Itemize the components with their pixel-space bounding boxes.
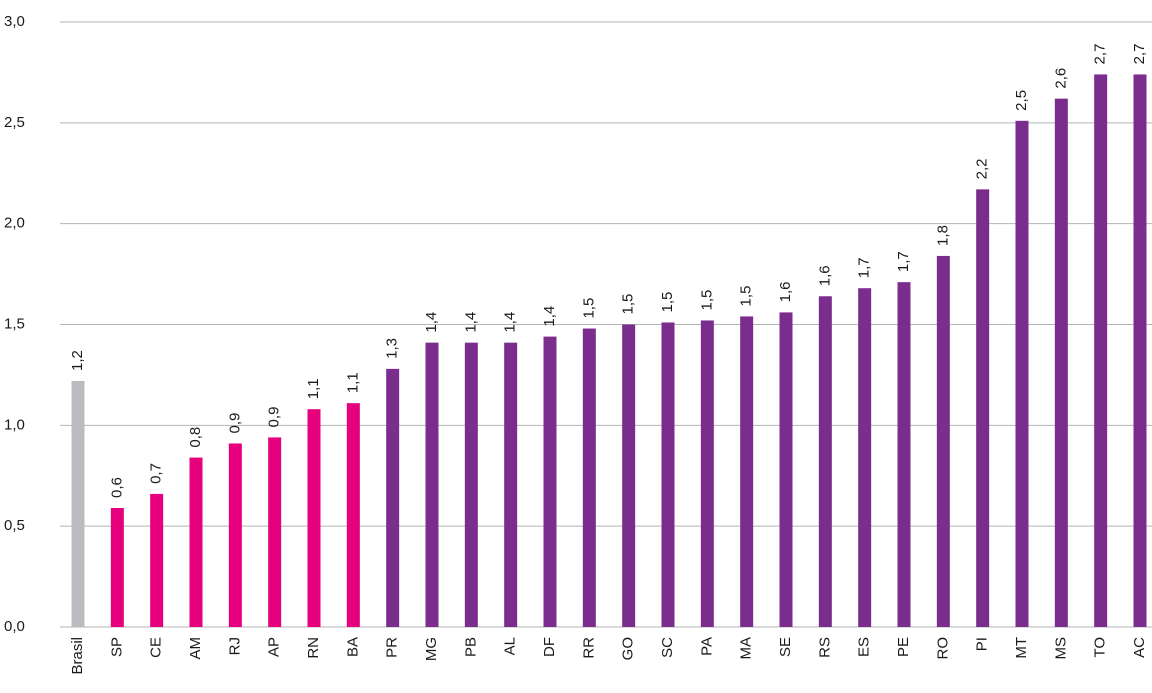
value-label: 2,6 bbox=[1052, 68, 1069, 89]
x-tick-label: MS bbox=[1052, 637, 1069, 660]
x-tick-label: DF bbox=[541, 637, 558, 657]
bar bbox=[150, 493, 164, 627]
x-tick-label: SC bbox=[659, 637, 676, 658]
bar bbox=[386, 368, 400, 627]
bar bbox=[582, 328, 596, 627]
x-tick-label: SP bbox=[108, 637, 125, 657]
y-tick-label: 1,0 bbox=[4, 416, 25, 433]
value-label: 0,9 bbox=[266, 407, 283, 428]
x-tick-label: BA bbox=[344, 637, 361, 657]
bar bbox=[622, 324, 636, 627]
y-tick-label: 3,0 bbox=[4, 13, 25, 30]
bar bbox=[425, 342, 439, 627]
value-label: 0,6 bbox=[108, 477, 125, 498]
bar bbox=[1133, 74, 1147, 627]
x-tick-label: MG bbox=[423, 637, 440, 661]
x-tick-label: CE bbox=[148, 637, 165, 658]
x-tick-label: PE bbox=[895, 637, 912, 657]
bar bbox=[779, 312, 793, 627]
x-tick-label: GO bbox=[620, 637, 637, 660]
value-label: 1,5 bbox=[698, 290, 715, 311]
bar bbox=[268, 437, 282, 627]
bar bbox=[858, 288, 872, 627]
x-tick-label: ES bbox=[856, 637, 873, 657]
y-tick-label: 1,5 bbox=[4, 315, 25, 332]
value-label: 1,5 bbox=[620, 294, 637, 315]
x-tick-label: MA bbox=[738, 637, 755, 660]
x-tick-label: Brasil bbox=[69, 637, 86, 675]
bar bbox=[71, 380, 85, 627]
value-label: 2,7 bbox=[1092, 44, 1109, 65]
value-label: 1,4 bbox=[502, 312, 519, 333]
value-label: 1,6 bbox=[816, 265, 833, 286]
value-label: 0,7 bbox=[148, 463, 165, 484]
y-tick-label: 0,5 bbox=[4, 517, 25, 534]
value-label: 1,5 bbox=[580, 298, 597, 319]
bar bbox=[1094, 74, 1108, 627]
bar bbox=[346, 403, 360, 627]
y-tick-label: 0,0 bbox=[4, 618, 25, 635]
bar bbox=[818, 296, 832, 627]
x-tick-label: AC bbox=[1131, 637, 1148, 658]
bar bbox=[189, 457, 203, 627]
y-tick-label: 2,5 bbox=[4, 114, 25, 131]
value-label: 2,5 bbox=[1013, 90, 1030, 111]
value-label: 0,8 bbox=[187, 427, 204, 448]
value-label: 1,1 bbox=[344, 372, 361, 393]
value-label: 1,1 bbox=[305, 378, 322, 399]
y-tick-label: 2,0 bbox=[4, 215, 25, 232]
x-tick-label: MT bbox=[1013, 637, 1030, 659]
x-tick-label: AL bbox=[502, 637, 519, 655]
x-tick-label: RS bbox=[816, 637, 833, 658]
value-label: 2,7 bbox=[1131, 44, 1148, 65]
x-tick-label: PR bbox=[384, 637, 401, 658]
value-label: 1,6 bbox=[777, 282, 794, 303]
bar bbox=[110, 508, 124, 627]
bar bbox=[464, 342, 478, 627]
bar bbox=[307, 409, 321, 627]
x-tick-label: PB bbox=[462, 637, 479, 657]
x-tick-label: AP bbox=[266, 637, 283, 657]
bar bbox=[228, 443, 242, 627]
x-tick-label: RJ bbox=[226, 637, 243, 655]
bar bbox=[740, 316, 754, 627]
x-tick-label: PA bbox=[698, 637, 715, 656]
value-label: 1,7 bbox=[856, 257, 873, 278]
value-label: 0,9 bbox=[226, 413, 243, 434]
value-label: 1,4 bbox=[541, 306, 558, 327]
bar bbox=[897, 282, 911, 627]
x-tick-label: TO bbox=[1092, 637, 1109, 658]
bar bbox=[504, 342, 518, 627]
value-label: 1,4 bbox=[423, 312, 440, 333]
value-label: 1,3 bbox=[384, 338, 401, 359]
bar bbox=[936, 255, 950, 627]
value-label: 1,8 bbox=[934, 225, 951, 246]
x-tick-label: RO bbox=[934, 637, 951, 660]
value-label: 1,7 bbox=[895, 251, 912, 272]
value-label: 1,5 bbox=[659, 292, 676, 313]
bar bbox=[1015, 120, 1029, 628]
x-tick-label: RR bbox=[580, 637, 597, 659]
bar bbox=[543, 336, 557, 627]
bar bbox=[1054, 98, 1068, 628]
bar bbox=[700, 320, 714, 627]
x-tick-label: RN bbox=[305, 637, 322, 659]
x-tick-label: SE bbox=[777, 637, 794, 657]
bar bbox=[661, 322, 675, 627]
bar bbox=[976, 189, 990, 627]
x-tick-label: PI bbox=[974, 637, 991, 651]
value-label: 1,2 bbox=[69, 350, 86, 371]
x-tick-label: AM bbox=[187, 637, 204, 660]
value-label: 2,2 bbox=[974, 159, 991, 180]
value-label: 1,5 bbox=[738, 286, 755, 307]
value-label: 1,4 bbox=[462, 312, 479, 333]
